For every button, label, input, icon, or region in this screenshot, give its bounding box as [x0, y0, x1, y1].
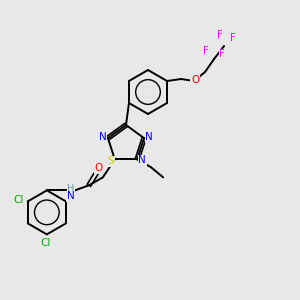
Text: N: N [99, 132, 107, 142]
Text: N: N [138, 155, 146, 165]
Text: N: N [67, 191, 75, 201]
Text: O: O [95, 164, 103, 173]
Text: F: F [230, 33, 236, 43]
Text: F: F [219, 49, 225, 59]
Text: S: S [107, 156, 114, 167]
Text: Cl: Cl [40, 238, 51, 248]
Text: F: F [217, 30, 223, 40]
Text: F: F [203, 46, 209, 56]
Text: Cl: Cl [14, 195, 24, 206]
Text: N: N [145, 132, 153, 142]
Text: O: O [191, 75, 199, 85]
Text: H: H [67, 184, 74, 194]
